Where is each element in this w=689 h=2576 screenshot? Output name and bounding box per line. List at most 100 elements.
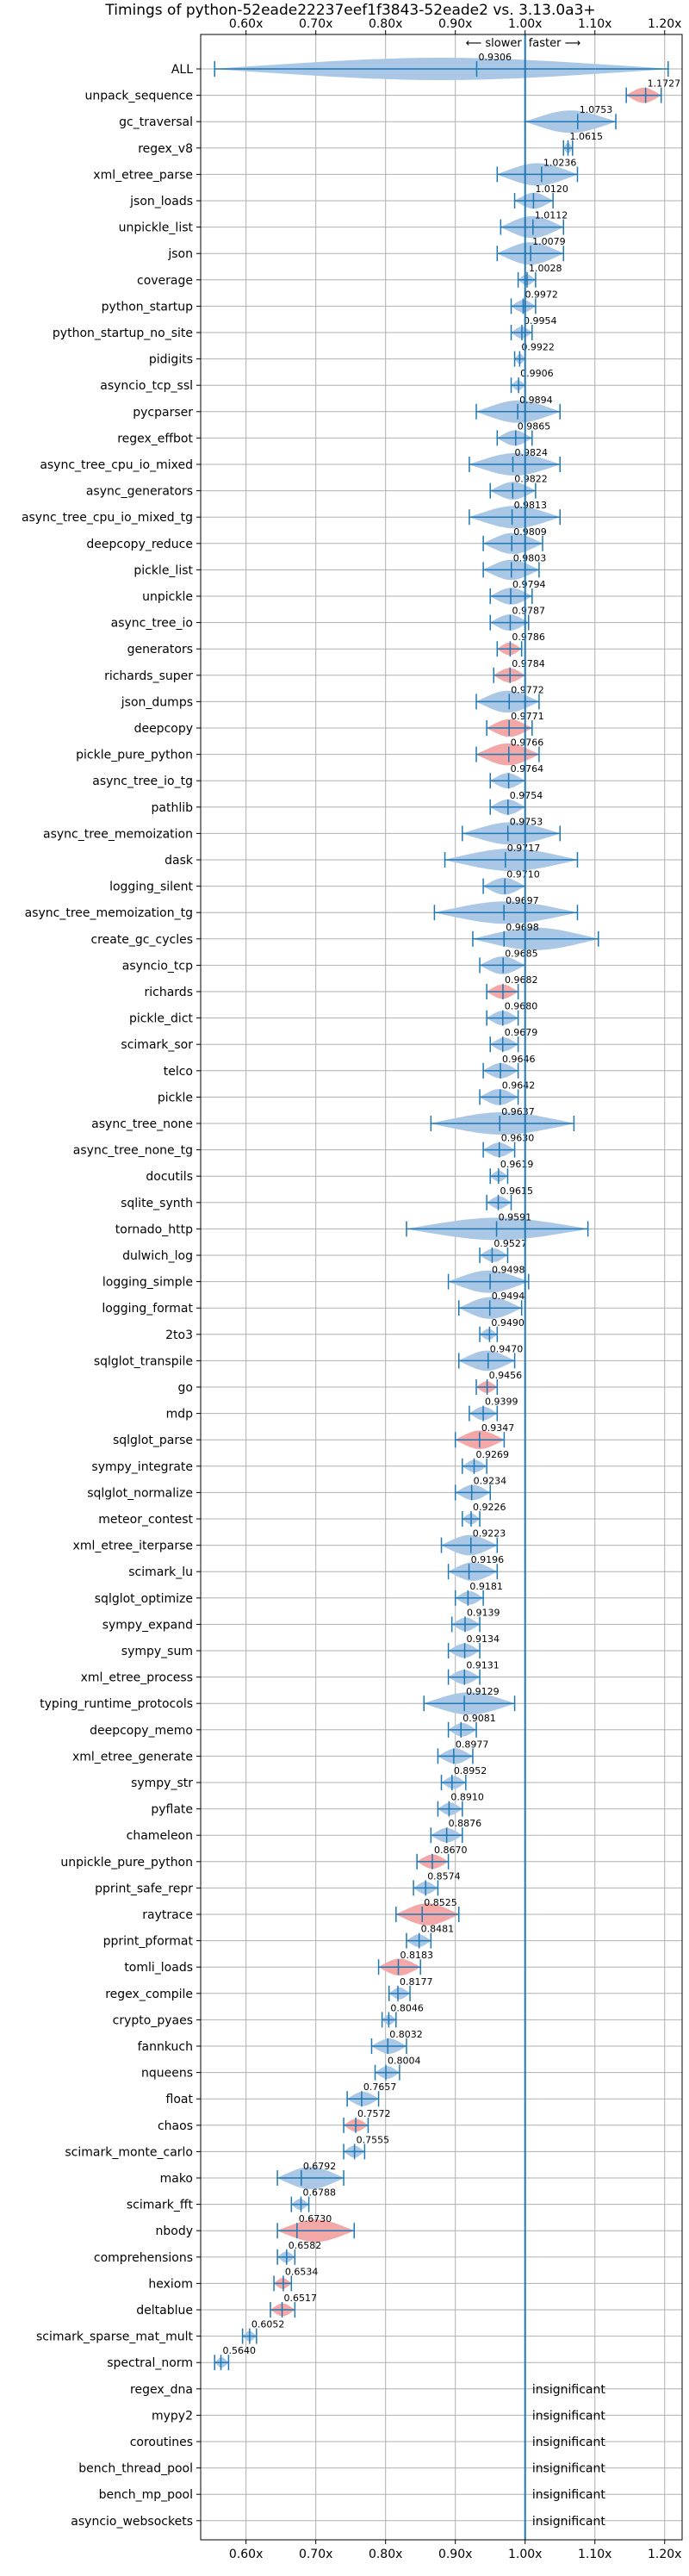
value-label: 0.9646 <box>502 1054 536 1065</box>
value-label: 0.9822 <box>514 474 548 485</box>
value-label: 1.0112 <box>535 210 568 221</box>
x-tick-label-bottom: 1.10x <box>578 2548 611 2561</box>
value-label: 0.9591 <box>499 1211 532 1223</box>
benchmark-label: json_dumps <box>121 695 193 709</box>
benchmark-label: crypto_pyaes <box>113 2013 193 2027</box>
benchmark-label: hexiom <box>148 2277 193 2291</box>
benchmark-label: mdp <box>166 1408 194 1422</box>
value-label: 1.0236 <box>543 157 577 168</box>
value-label: 0.8481 <box>421 1924 455 1935</box>
benchmark-row: deepcopy_reduce 0.9809 <box>86 526 682 555</box>
benchmark-row: logging_simple 0.9498 <box>102 1265 682 1293</box>
value-label: 0.9784 <box>512 658 545 669</box>
benchmark-label: asyncio_tcp <box>122 959 193 973</box>
benchmark-label: meteor_contest <box>98 1513 193 1527</box>
benchmark-label: regex_effbot <box>117 432 193 445</box>
plot-frame <box>200 34 683 2541</box>
value-label: 1.0079 <box>532 236 566 247</box>
benchmark-label: xml_etree_process <box>81 1671 193 1685</box>
benchmark-row: regex_dna insignificant <box>130 2383 682 2397</box>
benchmark-row: crypto_pyaes 0.8046 <box>113 2002 682 2028</box>
benchmark-label: mako <box>160 2172 193 2186</box>
value-label: 0.9906 <box>520 368 554 379</box>
x-tick-label-top: 1.20x <box>648 17 681 31</box>
benchmark-label: nbody <box>156 2224 194 2238</box>
benchmark-row: json_loads 1.0120 <box>129 184 682 209</box>
benchmark-row: regex_effbot 0.9865 <box>117 420 682 446</box>
value-label: 0.9771 <box>511 711 544 722</box>
value-label: 0.9527 <box>493 1238 527 1249</box>
value-label: 0.9697 <box>506 895 539 906</box>
value-label: 0.9754 <box>510 790 543 801</box>
benchmark-row: scimark_sparse_mat_mult 0.6052 <box>36 2319 682 2344</box>
benchmark-row: mdp 0.9399 <box>166 1397 682 1422</box>
benchmark-label: richards_super <box>104 669 193 683</box>
benchmark-label: spectral_norm <box>107 2356 193 2370</box>
benchmark-row: fannkuch 0.8032 <box>138 2029 682 2054</box>
benchmark-row: spectral_norm 0.5640 <box>107 2345 682 2371</box>
value-label: 0.6517 <box>284 2293 318 2304</box>
benchmark-label: deepcopy_reduce <box>86 538 193 551</box>
benchmark-label: async_tree_cpu_io_mixed <box>40 458 193 472</box>
benchmark-label: tornado_http <box>115 1223 193 1236</box>
benchmark-label: async_tree_memoization_tg <box>25 906 193 920</box>
value-label: 0.9399 <box>485 1397 518 1408</box>
benchmark-label: async_tree_io_tg <box>92 775 193 788</box>
benchmark-label: sqlglot_parse <box>113 1434 193 1447</box>
benchmark-row: pickle_dict 0.9680 <box>129 1001 682 1026</box>
x-tick-label-top: 1.00x <box>508 17 542 31</box>
value-label: 0.9813 <box>514 500 548 511</box>
benchmark-label: pickle_pure_python <box>76 749 193 762</box>
benchmark-row: unpickle_list 1.0112 <box>119 210 682 239</box>
benchmark-row: go 0.9456 <box>178 1370 682 1395</box>
benchmark-row: float 0.7657 <box>166 2081 682 2107</box>
value-label: 0.9680 <box>505 1001 538 1012</box>
x-tick-label-top: 0.70x <box>299 17 332 31</box>
value-label: 0.8046 <box>390 2002 424 2013</box>
value-label: 0.9865 <box>518 420 551 432</box>
benchmark-label: coverage <box>137 274 193 288</box>
benchmark-label: async_tree_none_tg <box>73 1144 193 1158</box>
benchmark-label: telco <box>164 1065 193 1079</box>
value-label: 0.9196 <box>471 1554 505 1565</box>
benchmark-label: pathlib <box>152 801 194 815</box>
insignificant-label: insignificant <box>532 2409 606 2423</box>
benchmark-label: nqueens <box>141 2067 193 2081</box>
benchmark-label: logging_simple <box>102 1276 193 1290</box>
benchmark-label: pidigits <box>149 353 193 367</box>
value-label: 0.9129 <box>466 1686 500 1697</box>
benchmark-label: tomli_loads <box>124 1961 193 1975</box>
value-label: 0.9269 <box>475 1449 509 1460</box>
benchmark-row: pathlib 0.9754 <box>152 790 682 815</box>
benchmark-label: regex_dna <box>130 2383 193 2397</box>
benchmark-row: pprint_safe_repr 0.8574 <box>95 1870 682 1896</box>
benchmark-label: pickle_list <box>133 563 193 577</box>
benchmark-label: comprehensions <box>94 2251 193 2265</box>
benchmark-row: pyflate 0.8910 <box>151 1792 682 1817</box>
benchmark-label: mypy2 <box>152 2409 193 2423</box>
benchmark-label: scimark_fft <box>127 2199 194 2212</box>
x-tick-label-bottom: 0.70x <box>299 2548 332 2561</box>
benchmark-row: dulwich_log 0.9527 <box>122 1238 682 1263</box>
benchmark-row: dask 0.9717 <box>164 843 682 871</box>
benchmark-row: xml_etree_parse 1.0236 <box>93 157 682 186</box>
x-tick-label-top: 0.90x <box>438 17 472 31</box>
benchmark-label: sqlglot_transpile <box>94 1354 193 1368</box>
benchmark-row: raytrace 0.8525 <box>142 1897 682 1926</box>
benchmark-label: dask <box>164 854 194 868</box>
benchmark-row: richards 0.9682 <box>145 974 682 999</box>
benchmark-label: pyflate <box>151 1803 193 1817</box>
benchmark-row: typing_runtime_protocols 0.9129 <box>40 1686 682 1715</box>
benchmark-label: regex_compile <box>105 1988 193 2001</box>
benchmark-row: asyncio_websockets insignificant <box>71 2515 682 2529</box>
benchmark-label: asyncio_websockets <box>71 2515 193 2529</box>
benchmark-row: bench_mp_pool insignificant <box>99 2488 682 2502</box>
value-label: 0.9498 <box>492 1265 525 1276</box>
value-label: 0.5640 <box>222 2345 256 2356</box>
x-tick-label-top: 0.60x <box>229 17 263 31</box>
value-label: 0.9630 <box>501 1133 535 1144</box>
benchmark-label: bench_mp_pool <box>99 2488 193 2502</box>
value-label: 0.9682 <box>505 974 538 986</box>
benchmark-row: asyncio_tcp_ssl 0.9906 <box>100 368 682 394</box>
value-label: 0.9642 <box>502 1080 536 1091</box>
